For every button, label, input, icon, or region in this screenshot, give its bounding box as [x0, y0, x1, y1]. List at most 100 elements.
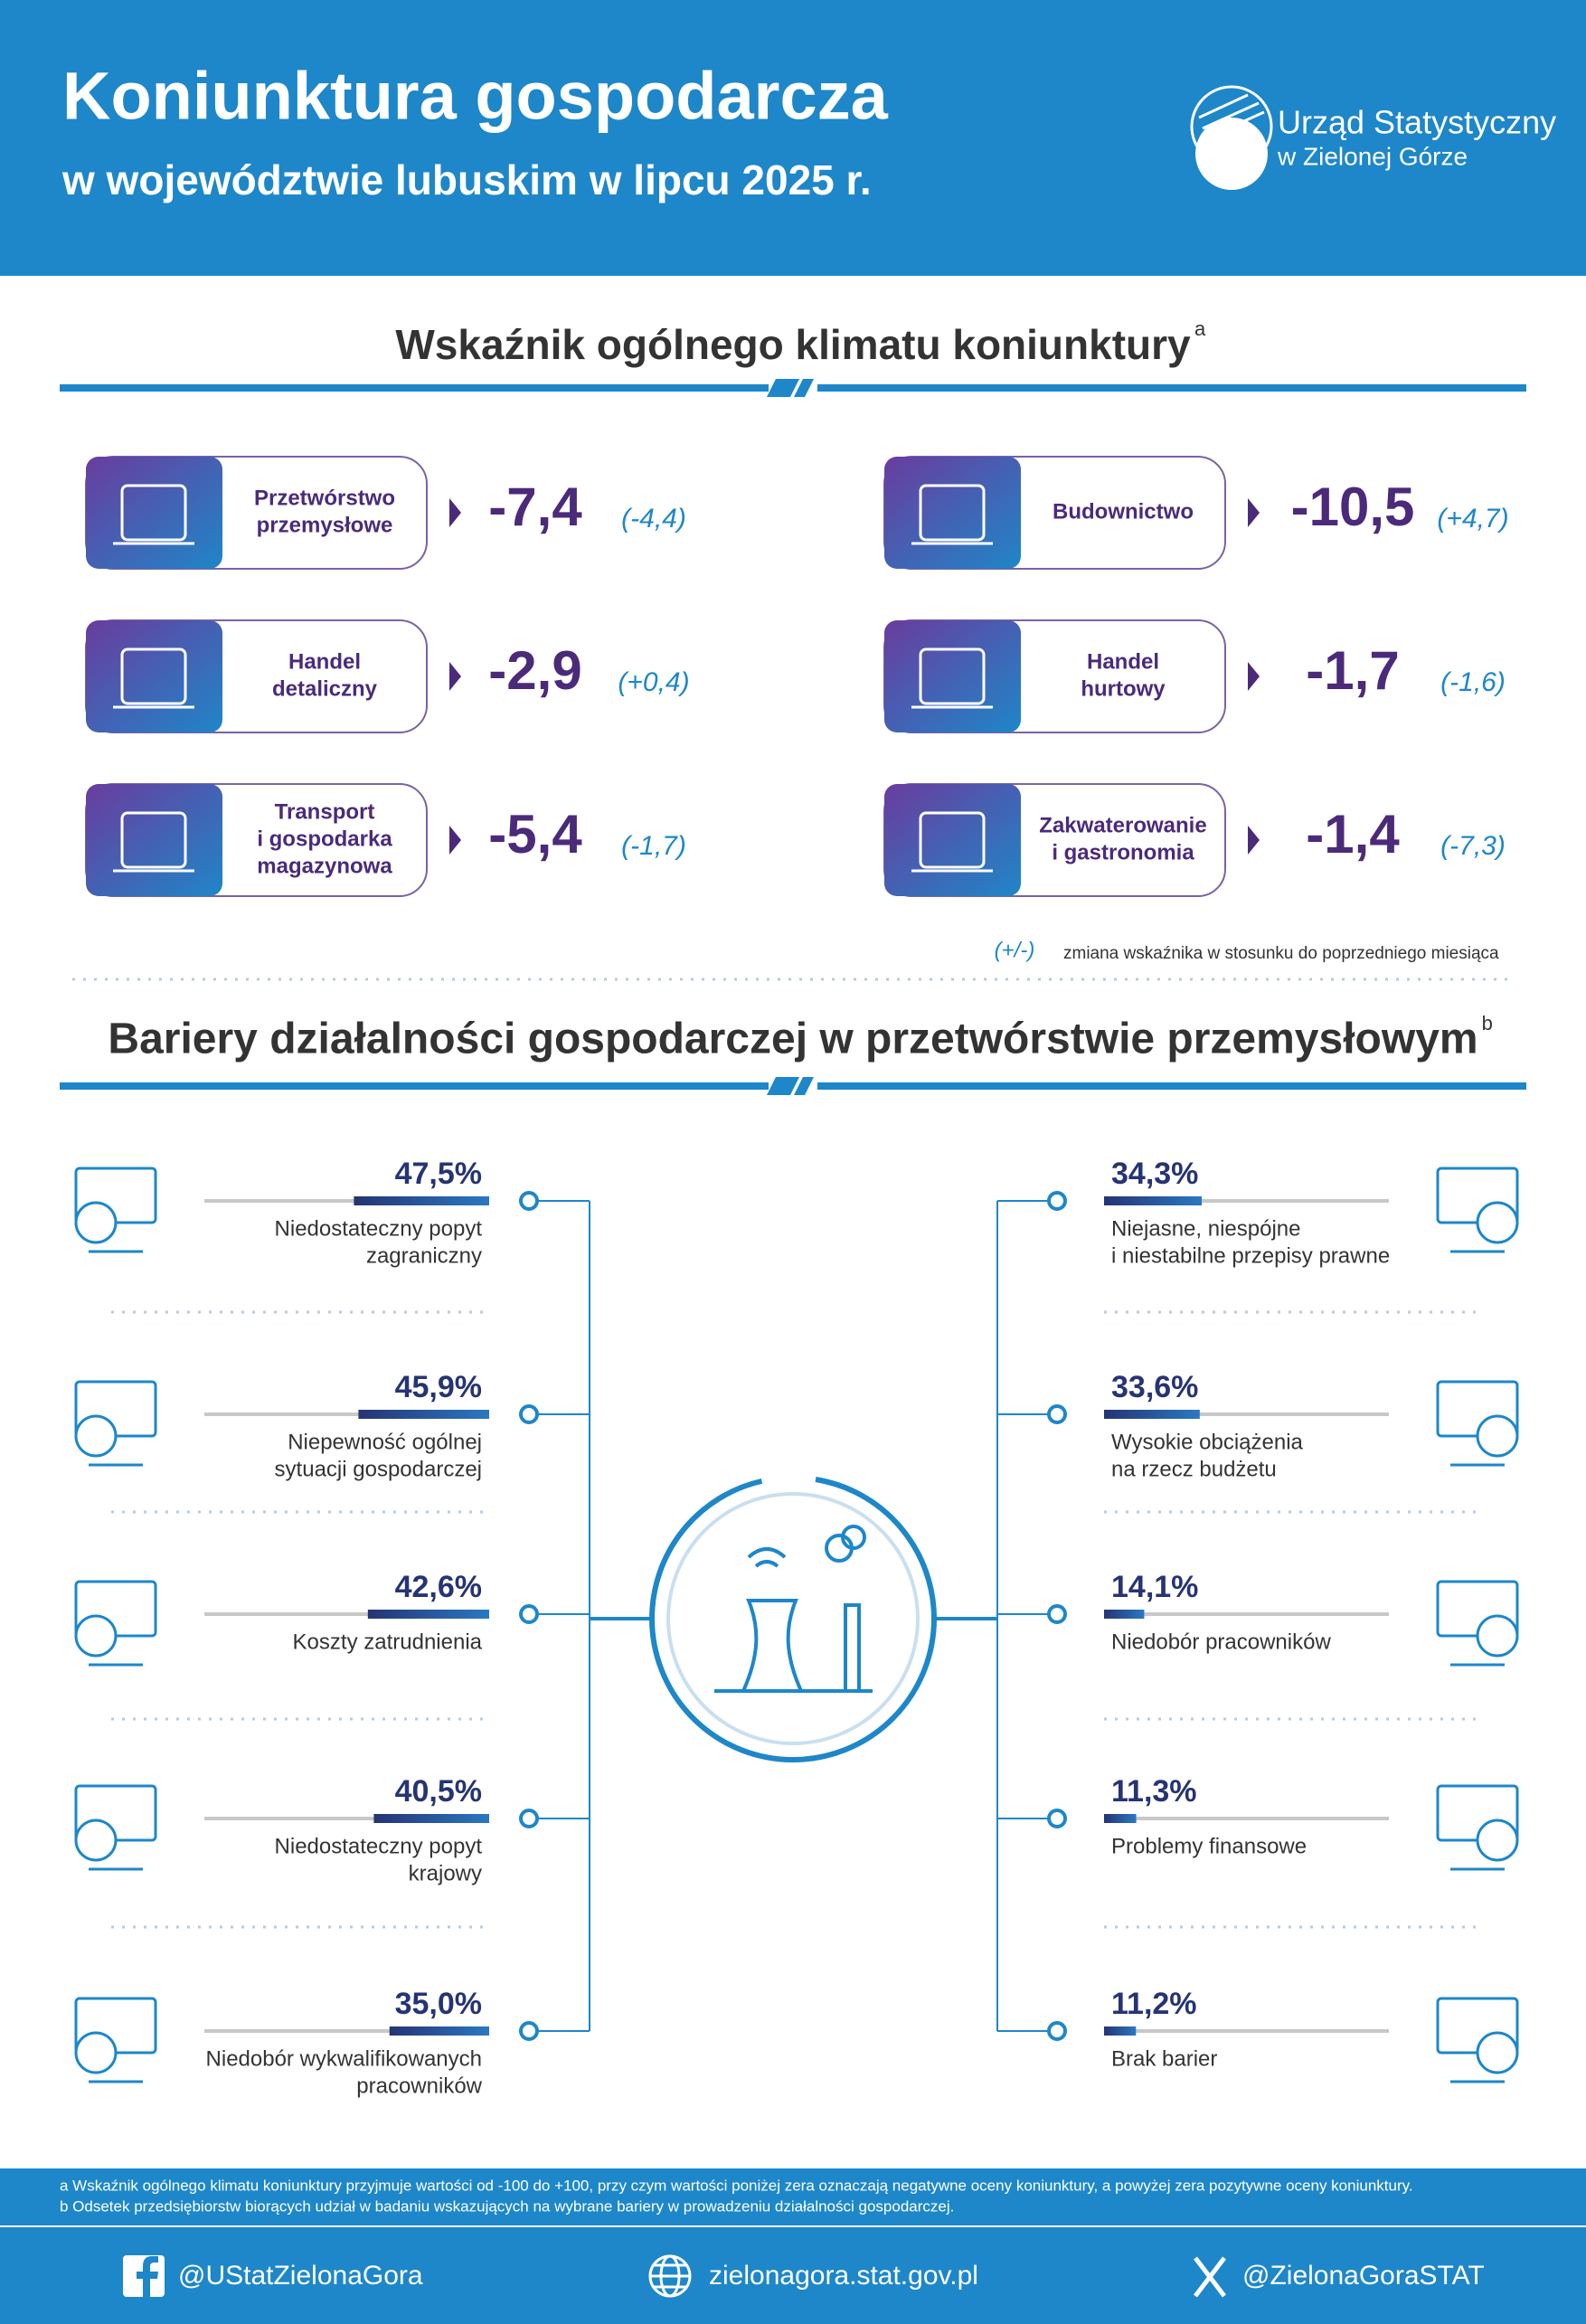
icon-shape — [120, 811, 187, 869]
node — [1047, 2021, 1067, 2041]
barrier-label: Niedobór wykwalifikowanych — [206, 2046, 482, 2071]
barrier-label: na rzecz budżetu — [1111, 1457, 1277, 1481]
barrier-icon — [74, 1784, 157, 1871]
icon-shape — [74, 1614, 118, 1658]
arrow — [1248, 498, 1260, 527]
bar — [1104, 1610, 1145, 1619]
barrier-percent: 14,1% — [1111, 1570, 1198, 1604]
indicator-change: (+4,7) — [1437, 504, 1508, 534]
icon-shape — [74, 1414, 118, 1458]
footnote: b Odsetek przedsiębiorstw biorących udzi… — [60, 2197, 954, 2215]
logo-name: Urząd Statystyczny — [1278, 104, 1556, 141]
barrier-label: i niestabilne przepisy prawne — [1111, 1243, 1390, 1268]
indicator-value: -5,4 — [488, 804, 582, 864]
sector-label: Handel — [1087, 649, 1159, 674]
card-icon — [86, 784, 222, 896]
indicator-change: (-7,3) — [1440, 831, 1506, 861]
separators — [111, 1310, 1477, 1929]
node — [519, 2021, 539, 2041]
barrier-label: Niejasne, niespójne — [1111, 1216, 1300, 1241]
card-icon — [884, 784, 1021, 896]
icon-glyph — [113, 484, 194, 545]
barrier-label: Niepewność ogólnej — [288, 1430, 482, 1454]
indicator-value: -1,7 — [1306, 640, 1399, 701]
barrier-label: Problemy finansowe — [1111, 1834, 1307, 1858]
indicator-change: (-4,4) — [621, 504, 686, 534]
divider — [60, 1077, 1526, 1095]
note-mark: b — [1482, 1012, 1493, 1034]
barrier-label: Niedostateczny popyt — [275, 1216, 483, 1241]
barrier-percent: 11,2% — [1111, 1987, 1197, 2021]
icon-shape — [120, 647, 187, 705]
barrier-percent: 47,5% — [395, 1157, 482, 1191]
header-band — [0, 0, 1586, 276]
icon-shape — [120, 484, 187, 542]
sector-label: i gastronomia — [1052, 840, 1194, 864]
central-icon — [590, 1475, 997, 1762]
logo — [1190, 85, 1273, 190]
icon-glyph — [911, 811, 993, 873]
card-icon — [884, 457, 1021, 569]
social-facebook[interactable]: @UStatZielonaGora — [178, 2261, 423, 2291]
sector-label: magazynowa — [257, 854, 392, 878]
bar — [389, 2026, 489, 2036]
icon-glyph — [113, 647, 194, 709]
arrow — [1248, 826, 1260, 855]
social-x[interactable]: @ZielonaGoraSTAT — [1242, 2261, 1485, 2291]
indicator-change: (-1,7) — [621, 831, 686, 861]
divider — [60, 379, 1526, 397]
icon-shape — [1476, 1414, 1519, 1458]
barrier-percent: 34,3% — [1111, 1157, 1198, 1191]
barrier-label: Niedostateczny popyt — [275, 1834, 483, 1858]
title: Koniunktura gospodarcza — [62, 59, 889, 134]
arrow — [449, 662, 461, 691]
indicator-value: -7,4 — [488, 477, 582, 537]
bar — [354, 1196, 489, 1205]
barrier-label: krajowy — [409, 1861, 482, 1885]
barrier-icon — [74, 1580, 157, 1667]
logo-city: w Zielonej Górze — [1277, 142, 1468, 170]
facebook-icon — [123, 2255, 165, 2297]
legend-text: zmiana wskaźnika w stosunku do poprzedni… — [1063, 944, 1499, 963]
barrier-percent: 33,6% — [1111, 1370, 1198, 1404]
node — [1047, 1604, 1067, 1624]
barrier-label: Koszty zatrudnienia — [293, 1630, 483, 1654]
section-title: Wskaźnik ogólnego klimatu koniunktury — [395, 321, 1191, 368]
barrier-percent: 40,5% — [395, 1774, 482, 1809]
icon-shape — [919, 484, 986, 542]
social-website[interactable]: zielonagora.stat.gov.pl — [709, 2261, 978, 2291]
node — [1047, 1809, 1067, 1828]
note-mark: a — [1194, 317, 1206, 340]
legend-symbol: (+/-) — [995, 938, 1035, 962]
node — [519, 1404, 539, 1424]
sector-label: detaliczny — [272, 676, 378, 701]
sector-label: Zakwaterowanie — [1039, 813, 1206, 837]
arrow — [449, 826, 461, 855]
icon-glyph — [911, 484, 993, 545]
barrier-icon — [74, 1167, 157, 1253]
subtitle: w województwie lubuskim w lipcu 2025 r. — [61, 156, 872, 203]
bar — [367, 1610, 489, 1619]
sector-label: Budownictwo — [1053, 499, 1194, 524]
node — [1047, 1191, 1067, 1211]
sector-label: i gospodarka — [257, 827, 392, 851]
card-icon — [86, 457, 222, 569]
icon-shape — [74, 2031, 118, 2074]
barrier-icon — [1436, 1380, 1519, 1467]
sector-label: przemysłowe — [257, 513, 393, 537]
icon-shape — [919, 647, 986, 705]
icon-glyph — [113, 811, 194, 873]
sector-label: hurtowy — [1081, 676, 1166, 701]
indicator-value: -1,4 — [1306, 804, 1400, 864]
node — [519, 1809, 539, 1828]
node — [1047, 1404, 1067, 1424]
bar — [373, 1814, 489, 1823]
sector-label: Transport — [275, 799, 375, 824]
barrier-percent: 11,3% — [1111, 1774, 1197, 1809]
barrier-label: sytuacji gospodarczej — [275, 1457, 482, 1481]
card-icon — [884, 620, 1021, 732]
bar — [1104, 1814, 1137, 1823]
icon-shape — [1476, 1201, 1519, 1244]
